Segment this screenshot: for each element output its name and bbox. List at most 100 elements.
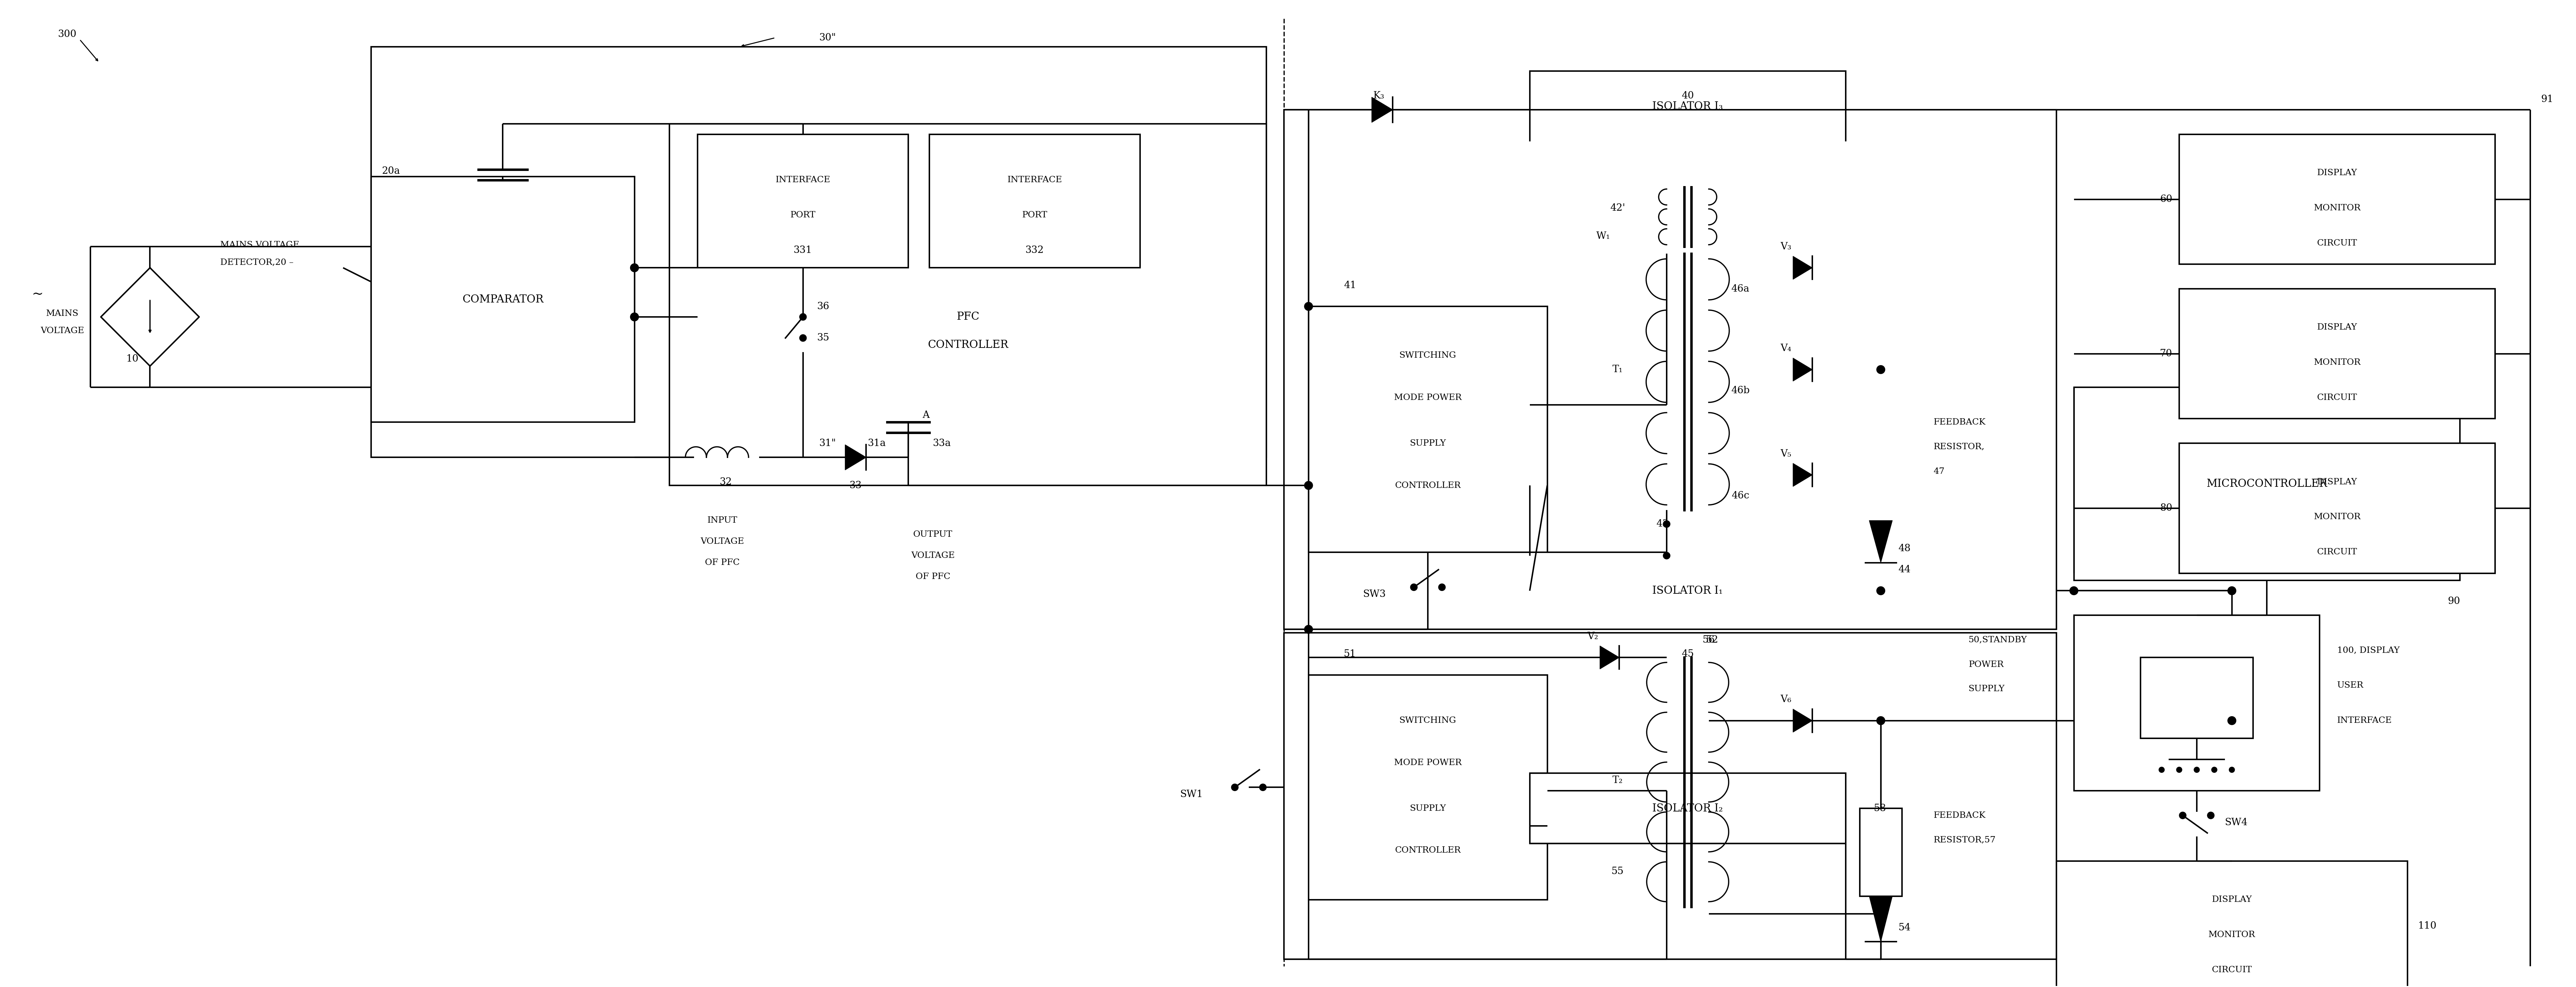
Text: MICROCONTROLLER: MICROCONTROLLER	[2208, 479, 2326, 490]
Text: SW1: SW1	[1180, 790, 1203, 799]
Text: COMPARATOR: COMPARATOR	[461, 294, 544, 305]
Text: 43: 43	[1656, 519, 1669, 529]
Text: RESISTOR,57: RESISTOR,57	[1935, 836, 1996, 844]
Polygon shape	[845, 445, 866, 470]
Bar	[371, 46, 1267, 457]
Circle shape	[1875, 365, 1886, 374]
Circle shape	[1664, 552, 1669, 560]
Text: MODE POWER: MODE POWER	[1394, 759, 1461, 767]
Text: SUPPLY: SUPPLY	[1409, 804, 1445, 812]
Bar	[1530, 556, 1844, 626]
Circle shape	[631, 313, 639, 321]
Text: VOLTAGE: VOLTAGE	[41, 327, 85, 335]
Bar	[1860, 416, 1901, 520]
Text: 31a: 31a	[868, 438, 886, 448]
Text: 52: 52	[1705, 636, 1718, 645]
Text: 48: 48	[1899, 544, 1911, 554]
Text: VOLTAGE: VOLTAGE	[701, 538, 744, 546]
Text: MONITOR: MONITOR	[2208, 931, 2257, 939]
Bar	[2141, 657, 2254, 738]
Bar	[930, 134, 1141, 267]
Text: 90: 90	[2447, 596, 2460, 606]
Text: 91: 91	[2540, 95, 2553, 104]
Polygon shape	[1870, 520, 1893, 563]
Bar	[1283, 110, 2056, 630]
Bar	[371, 177, 634, 422]
Circle shape	[1231, 784, 1239, 791]
Text: SW4: SW4	[2226, 817, 2249, 827]
Text: INTERFACE: INTERFACE	[2336, 717, 2393, 724]
Text: PORT: PORT	[791, 211, 817, 219]
Bar	[1860, 808, 1901, 896]
Text: SUPPLY: SUPPLY	[1968, 685, 2004, 693]
Text: 41: 41	[1345, 280, 1355, 290]
Text: 35: 35	[817, 334, 829, 342]
Text: 33: 33	[850, 481, 863, 491]
Text: CIRCUIT: CIRCUIT	[2316, 548, 2357, 556]
Text: VOLTAGE: VOLTAGE	[912, 552, 956, 560]
Circle shape	[2177, 767, 2182, 773]
Text: DISPLAY: DISPLAY	[2316, 478, 2357, 486]
Text: 42': 42'	[1610, 203, 1625, 213]
Polygon shape	[1793, 709, 1814, 732]
Text: CONTROLLER: CONTROLLER	[927, 340, 1007, 350]
Text: FEEDBACK: FEEDBACK	[1935, 811, 1986, 819]
Text: 47: 47	[1935, 467, 1945, 476]
Text: K₃: K₃	[1373, 91, 1383, 101]
Text: 55: 55	[1610, 867, 1623, 876]
Text: MONITOR: MONITOR	[2313, 204, 2360, 212]
Text: 70: 70	[2159, 349, 2172, 358]
Text: 60: 60	[2159, 194, 2172, 204]
Text: SW3: SW3	[1363, 589, 1386, 599]
Bar	[1530, 773, 1844, 844]
Text: MAINS: MAINS	[46, 309, 77, 318]
Text: DISPLAY: DISPLAY	[2316, 169, 2357, 177]
Circle shape	[2208, 812, 2215, 819]
Polygon shape	[1870, 896, 1893, 942]
Text: 300: 300	[59, 30, 77, 39]
Text: 46a: 46a	[1731, 284, 1749, 293]
Text: 56: 56	[1703, 636, 1716, 645]
Text: A: A	[922, 411, 930, 419]
Text: V₆: V₆	[1780, 695, 1790, 705]
Text: 32: 32	[719, 477, 732, 487]
Bar	[670, 123, 1267, 486]
Text: ISOLATOR I₂: ISOLATOR I₂	[1651, 803, 1723, 814]
Text: CONTROLLER: CONTROLLER	[1396, 847, 1461, 855]
Text: V₅: V₅	[1780, 449, 1790, 459]
Circle shape	[2179, 812, 2187, 819]
Text: 36: 36	[817, 302, 829, 311]
Text: 20a: 20a	[381, 167, 399, 176]
Bar	[698, 134, 909, 267]
Circle shape	[2159, 767, 2164, 773]
Circle shape	[2228, 767, 2233, 773]
Text: POWER: POWER	[1968, 660, 2004, 668]
Text: CIRCUIT: CIRCUIT	[2316, 394, 2357, 402]
Bar	[1309, 306, 1548, 552]
Circle shape	[2210, 767, 2218, 773]
Text: 40: 40	[1682, 91, 1695, 101]
Bar	[1309, 675, 1548, 900]
Text: V₃: V₃	[1780, 242, 1790, 252]
Text: OF PFC: OF PFC	[914, 572, 951, 580]
Bar	[1530, 71, 1844, 141]
Text: INPUT: INPUT	[708, 516, 737, 524]
Text: W₁: W₁	[1597, 231, 1610, 241]
Circle shape	[2228, 717, 2236, 724]
Text: ISOLATOR I₁: ISOLATOR I₁	[1651, 585, 1723, 596]
Text: 110: 110	[2419, 921, 2437, 931]
Polygon shape	[1793, 463, 1814, 487]
Text: 31": 31"	[819, 438, 837, 448]
Circle shape	[1303, 625, 1314, 634]
Circle shape	[1664, 520, 1669, 528]
Circle shape	[1303, 482, 1314, 490]
Text: MODE POWER: MODE POWER	[1394, 394, 1461, 402]
Text: 100, DISPLAY: 100, DISPLAY	[2336, 646, 2401, 654]
Circle shape	[2195, 767, 2200, 773]
Text: T₂: T₂	[1613, 776, 1623, 785]
Polygon shape	[1793, 358, 1814, 381]
Text: 50,STANDBY: 50,STANDBY	[1968, 636, 2027, 644]
Text: MONITOR: MONITOR	[2313, 358, 2360, 366]
Circle shape	[1409, 583, 1417, 591]
Circle shape	[2069, 586, 2079, 595]
